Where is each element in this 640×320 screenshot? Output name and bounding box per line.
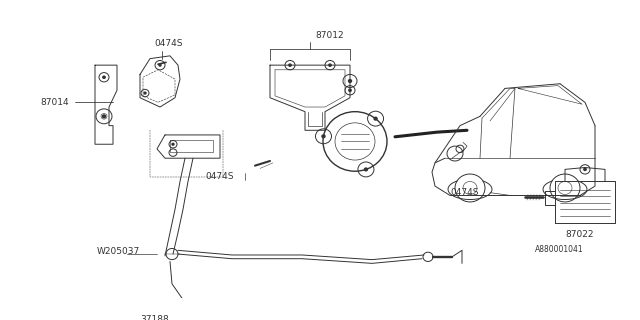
Circle shape	[364, 168, 367, 171]
Text: 87014: 87014	[40, 98, 68, 107]
Circle shape	[584, 168, 586, 171]
Circle shape	[144, 92, 146, 94]
Circle shape	[374, 117, 377, 120]
Circle shape	[172, 143, 174, 145]
Text: A880001041: A880001041	[535, 245, 584, 254]
Circle shape	[289, 64, 291, 66]
Text: 0474S: 0474S	[205, 172, 234, 181]
Circle shape	[349, 80, 351, 82]
Text: 0474S: 0474S	[154, 39, 182, 48]
Text: W205037: W205037	[97, 247, 140, 256]
Circle shape	[159, 64, 161, 66]
Circle shape	[322, 135, 325, 138]
Text: 37188: 37188	[140, 315, 169, 320]
Circle shape	[349, 89, 351, 92]
Text: 87022: 87022	[565, 230, 593, 239]
Circle shape	[103, 76, 105, 78]
Text: 0474S: 0474S	[450, 188, 479, 197]
Text: 87012: 87012	[315, 31, 344, 40]
Circle shape	[329, 64, 332, 66]
Circle shape	[102, 115, 106, 118]
